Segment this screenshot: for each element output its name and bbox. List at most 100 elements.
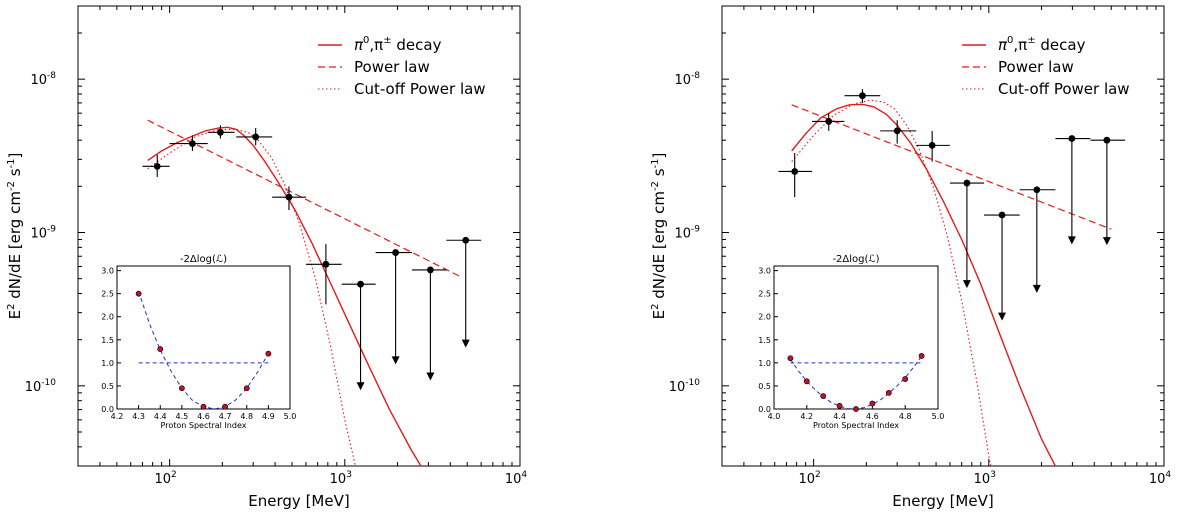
inset-data-point (869, 400, 876, 407)
inset-data-point (222, 403, 229, 410)
inset-data-point (787, 355, 794, 362)
legend-label-sup: 0 (1007, 35, 1013, 46)
inset-title-symbol: ℒ (216, 254, 223, 265)
y-tick-label: 10-9 (674, 224, 700, 241)
x-tick-exp: 3 (990, 470, 996, 480)
upper-limit-arrow (426, 372, 435, 381)
data-point (1068, 135, 1076, 142)
model-curve-dotted (147, 128, 357, 466)
x-tick-base: 10 (1149, 472, 1166, 487)
inset-title: -2Δlog(ℒ) (180, 254, 227, 265)
inset-title-part: ) (876, 254, 880, 265)
y-axis-label-sup: -1 (650, 158, 661, 168)
x-tick-label: 103 (330, 470, 352, 487)
inset-y-tick-label: 0.5 (758, 382, 771, 391)
inset-y-tick-label: 3.0 (758, 267, 771, 276)
y-tick-exp: -9 (691, 224, 700, 234)
upper-limit-arrow (1032, 284, 1041, 293)
inset-data-point (178, 385, 185, 392)
inset-x-tick-label: 4.2 (111, 412, 124, 421)
x-tick-label: 104 (1149, 470, 1172, 487)
y-axis-label-part: E (6, 310, 24, 319)
inset-x-tick-label: 4.6 (866, 412, 879, 421)
legend-label-part: Cut-off Power law (998, 80, 1130, 98)
y-axis-label-part: ] (650, 153, 668, 159)
y-tick-base: 10 (30, 226, 47, 241)
x-tick-label: 102 (154, 470, 176, 487)
upper-limit-arrow (461, 339, 470, 348)
inset-data-point (803, 378, 810, 385)
inset-title-part: -2Δlog( (180, 254, 216, 265)
y-tick-base: 10 (30, 73, 47, 88)
legend-label: π0,π± decay (998, 35, 1086, 54)
inset-y-tick-label: 0.0 (101, 405, 114, 414)
legend-label-part: π (998, 36, 1008, 54)
x-tick-label: 102 (798, 470, 820, 487)
inset-y-tick-label: 1.5 (758, 336, 771, 345)
inset-y-tick-label: 2.0 (101, 313, 114, 322)
model-curve-dashed (791, 104, 1112, 230)
inset-x-tick-label: 4.8 (240, 412, 253, 421)
inset-x-axis-label: Proton Spectral Index (161, 421, 247, 430)
inset-y-tick-label: 1.0 (101, 359, 114, 368)
inset-title-symbol: ℒ (868, 254, 875, 265)
x-axis-label: Energy [MeV] (892, 492, 993, 510)
x-tick-label: 103 (974, 470, 996, 487)
upper-limit-arrow (962, 280, 971, 289)
inset-data-point (853, 406, 859, 412)
inset-chart: -2Δlog(ℒ) 4.2 4.3 4.4 4.5 4.6 4.7 4.8 4.9 5.0 0.0 0… (101, 254, 296, 430)
y-axis-label: E2 dN/dE [erg cm-2 s-1] (6, 153, 24, 320)
inset-y-tick-label: 2.5 (758, 290, 771, 299)
data-point (322, 260, 330, 268)
inset-y-tick-label: 3.0 (101, 267, 114, 276)
legend-label-part: Power law (998, 58, 1074, 76)
y-tick-exp: -8 (691, 71, 700, 81)
y-tick-exp: -8 (47, 71, 56, 81)
model-curves (791, 99, 1112, 466)
y-tick-exp: -10 (685, 378, 700, 388)
upper-limit-arrow (1067, 236, 1076, 245)
y-axis-label-part: s (6, 168, 24, 181)
inset-frame (116, 265, 291, 410)
x-tick-base: 10 (505, 472, 522, 487)
upper-limit-arrow (998, 312, 1007, 321)
legend-label-part: Power law (354, 58, 430, 76)
model-curve-dashed (147, 119, 460, 277)
y-tick-label: 10-10 (669, 378, 701, 395)
inset-data-point (836, 402, 843, 409)
inset-title: -2Δlog(ℒ) (832, 254, 879, 265)
legend: π0,π± decay Power law Cut-off Power law (318, 35, 486, 98)
plot-frame (77, 5, 521, 467)
x-tick-exp: 3 (346, 470, 352, 480)
data-point (791, 168, 799, 175)
inset-x-tick-label: 4.4 (833, 412, 846, 421)
legend-label-sup: 0 (363, 35, 369, 46)
legend-label: Power law (354, 58, 430, 76)
inset-x-tick-label: 4.7 (219, 412, 232, 421)
y-axis-label-part: E (650, 310, 668, 319)
x-axis-label: Energy [MeV] (248, 492, 349, 510)
inset-y-tick-label: 0.5 (101, 382, 114, 391)
legend-label-part: π (354, 36, 364, 54)
data-point (252, 133, 260, 141)
legend-label-sup: ± (383, 35, 391, 46)
inset-title-part: ) (223, 254, 227, 265)
inset-title-part: -2Δlog( (832, 254, 868, 265)
upper-limit-arrow (391, 356, 400, 365)
y-tick-label: 10-8 (674, 71, 700, 88)
data-point (1103, 136, 1111, 144)
data-points (778, 89, 1126, 321)
y-tick-base: 10 (674, 73, 691, 88)
y-axis-label-part: dN/dE [erg cm (650, 191, 668, 303)
x-tick-exp: 4 (1165, 470, 1171, 480)
inset-y-tick-label: 1.0 (758, 359, 771, 368)
legend-label: π0,π± decay (354, 35, 442, 54)
data-point (392, 249, 400, 256)
inset-x-tick-label: 4.3 (132, 412, 145, 421)
inset-data-point (820, 393, 827, 399)
y-tick-label: 10-8 (30, 71, 56, 88)
inset-x-tick-label: 4.9 (262, 412, 275, 421)
